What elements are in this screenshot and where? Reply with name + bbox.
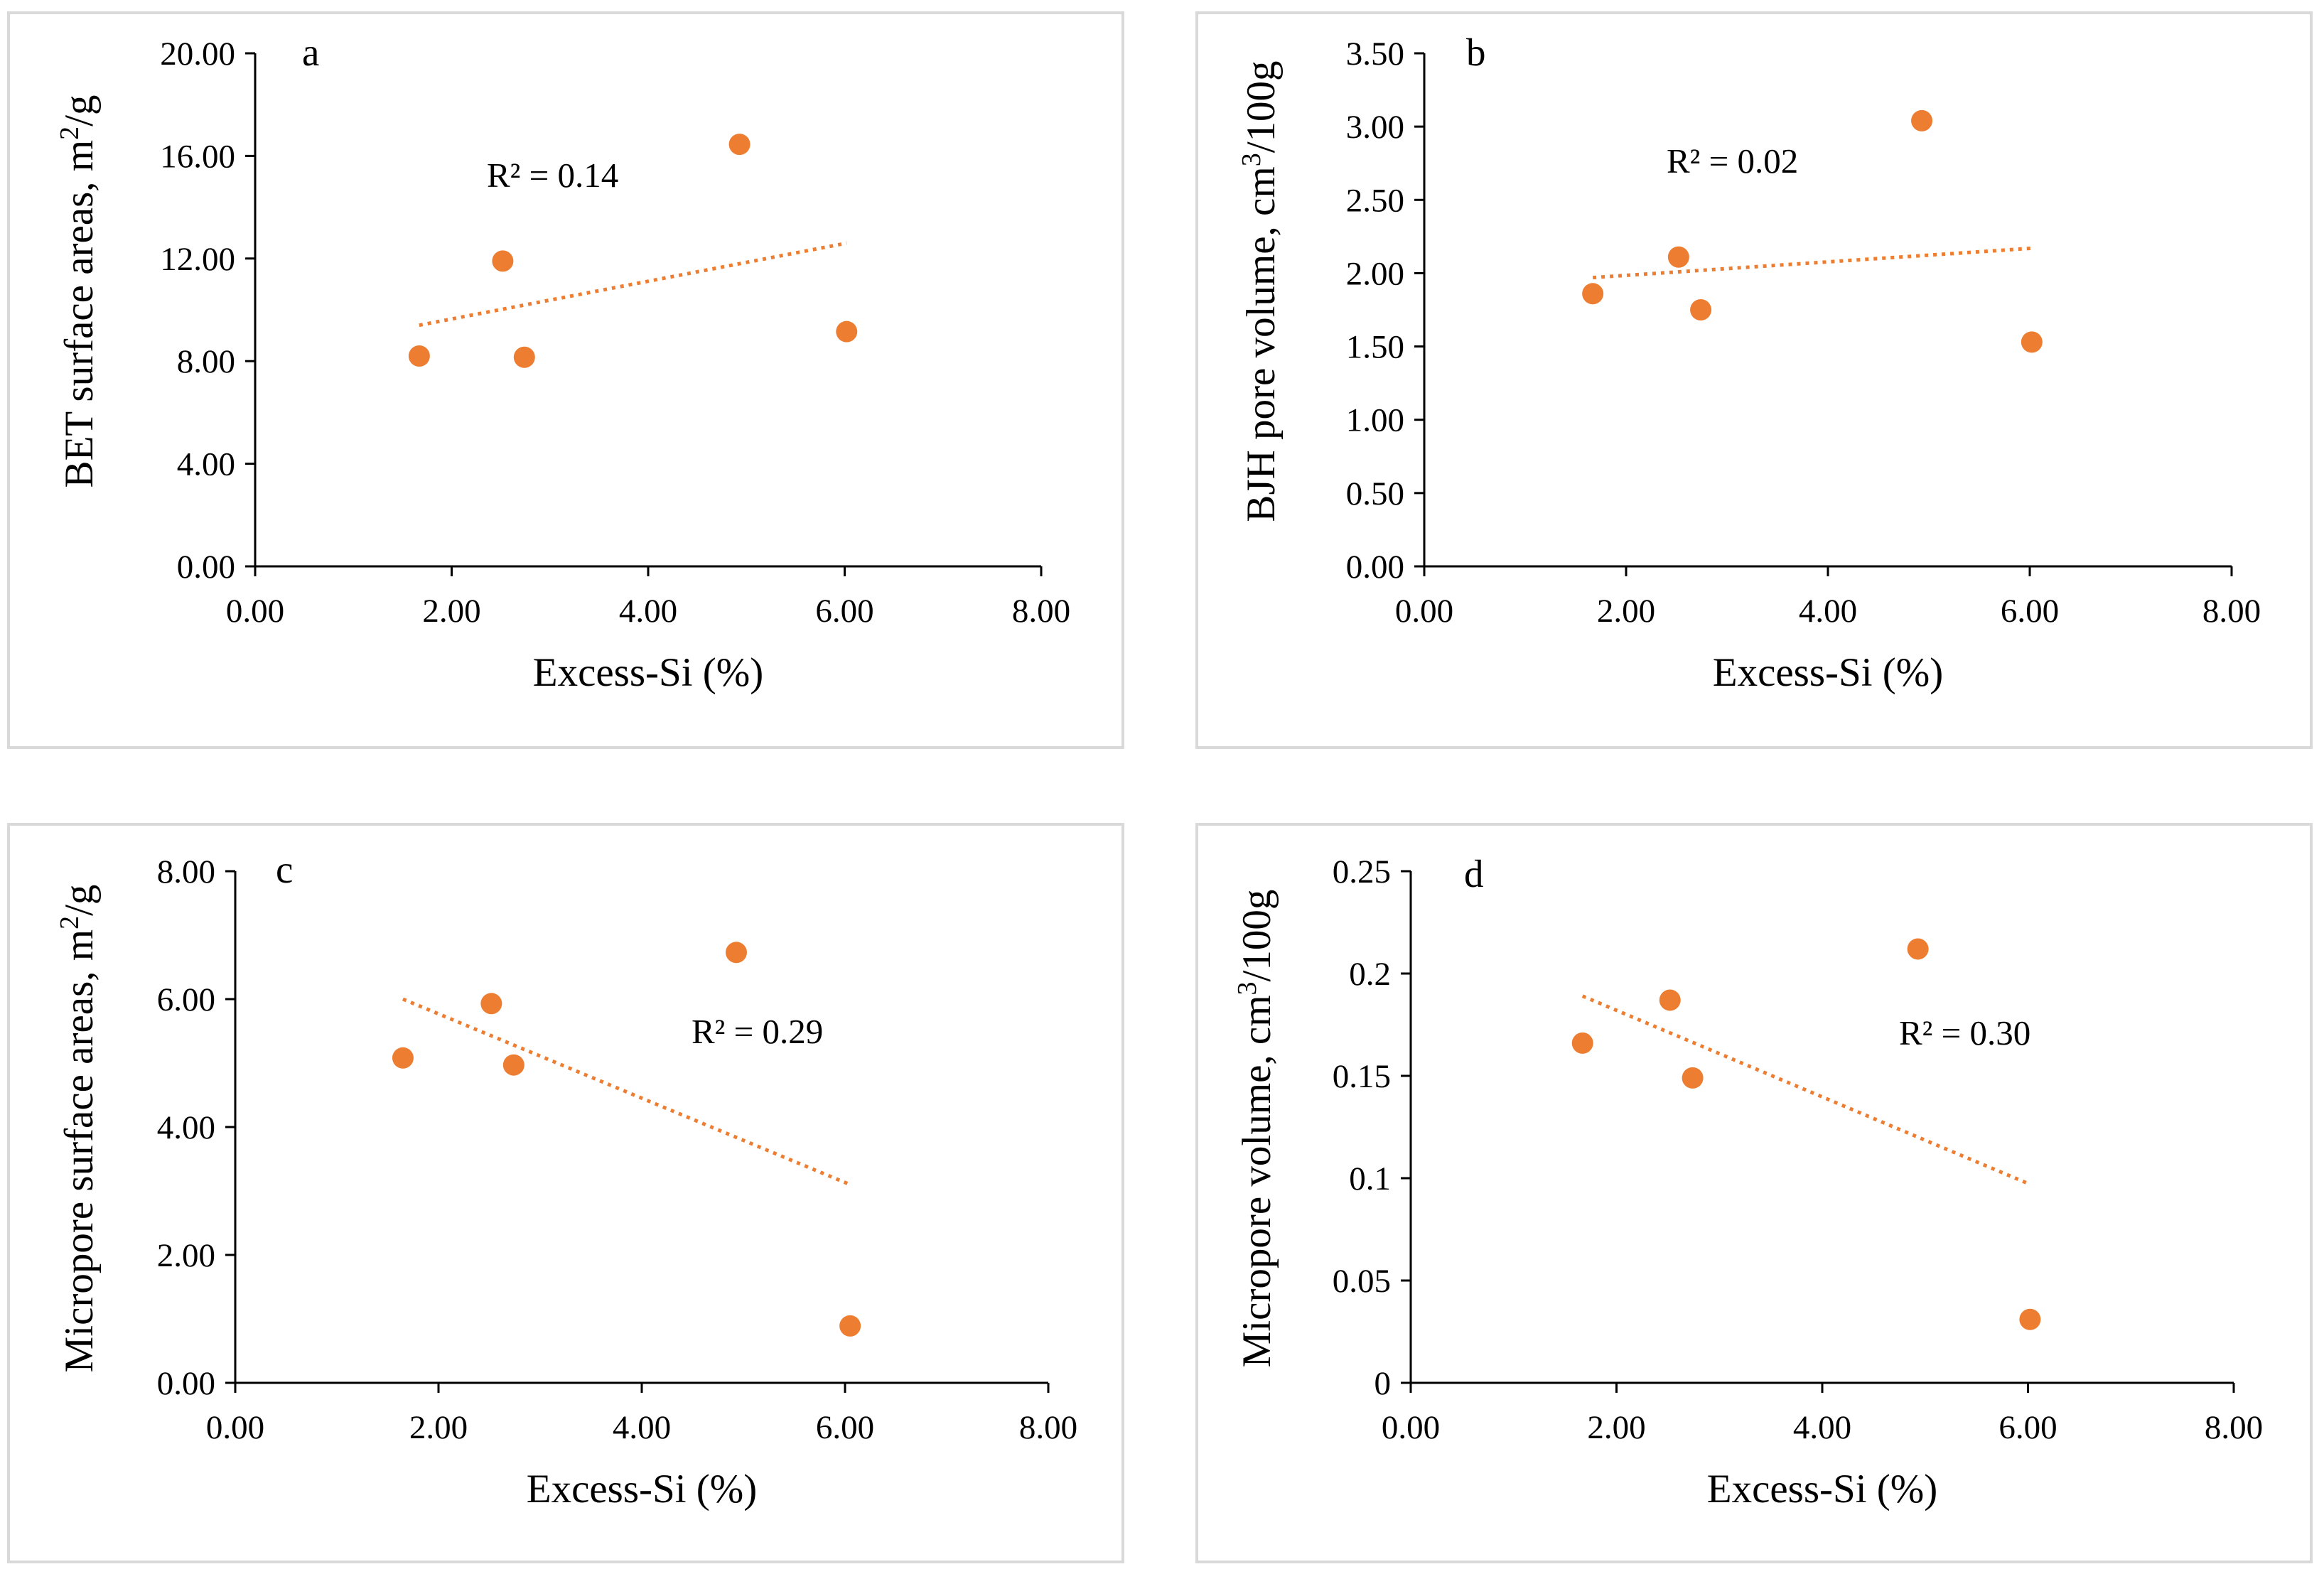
x-tick-label: 4.00 [619, 593, 677, 630]
y-tick-label: 0.15 [1333, 1058, 1391, 1095]
x-tick-label: 8.00 [1012, 593, 1070, 630]
x-tick-label: 2.00 [1587, 1409, 1645, 1446]
y-tick-label: 12.00 [160, 241, 235, 278]
x-tick-label: 8.00 [2202, 593, 2261, 630]
y-axis-title: Micropore volume, cm3/100g [1232, 890, 1279, 1368]
panel-letter: b [1466, 31, 1486, 74]
x-tick-label: 2.00 [1597, 593, 1655, 630]
data-point [408, 345, 430, 367]
data-point [480, 993, 502, 1015]
data-point [1571, 1032, 1593, 1054]
x-axis-title: Excess-Si (%) [533, 650, 764, 695]
data-point [725, 942, 747, 964]
r-squared-label: R² = 0.29 [692, 1012, 823, 1051]
y-tick-label: 4.00 [177, 446, 235, 483]
data-point [2021, 331, 2043, 353]
x-tick-label: 6.00 [815, 593, 873, 630]
y-tick-label: 0 [1375, 1365, 1392, 1402]
chart-panel-b: 0.00 0.50 1.00 1.50 2.00 2.50 3.00 3.50 0.00 2.00… [1195, 11, 2313, 749]
panel-frame [7, 823, 1124, 1563]
data-point [392, 1047, 414, 1069]
data-point [839, 1315, 861, 1337]
y-tick-label: 3.00 [1346, 109, 1404, 146]
chart-panel-c: 0.00 2.00 4.00 6.00 8.00 0.00 2.00 4.00 6.00 8.00… [7, 823, 1124, 1563]
panel-letter: d [1464, 852, 1484, 895]
data-point [1907, 938, 1929, 960]
r-squared-label: R² = 0.02 [1667, 141, 1798, 180]
y-tick-label: 0.00 [1346, 549, 1404, 586]
data-point [1690, 299, 1712, 320]
y-tick-label: 2.00 [1346, 255, 1404, 292]
x-tick-label: 4.00 [1799, 593, 1857, 630]
y-tick-label: 2.50 [1346, 182, 1404, 219]
data-point [492, 250, 514, 272]
y-tick-label: 2.00 [157, 1237, 215, 1274]
panel-letter: c [276, 848, 293, 891]
data-point [502, 1054, 524, 1076]
x-tick-label: 2.00 [422, 593, 480, 630]
y-axis-title: BJH pore volume, cm3/100g [1237, 60, 1284, 522]
x-tick-label: 6.00 [816, 1409, 874, 1446]
x-tick-label: 0.00 [226, 593, 284, 630]
chart-panel-d: 0 0.05 0.1 0.15 0.2 0.25 0.00 2.00 4.00 6.00 8.00 d… [1195, 823, 2313, 1563]
y-axis-title: Micropore surface areas, m2/g [55, 885, 102, 1373]
panel-frame [1195, 11, 2313, 749]
panel-letter: a [302, 31, 319, 74]
x-tick-label: 8.00 [1019, 1409, 1077, 1446]
y-tick-label: 16.00 [160, 138, 235, 175]
data-point [1659, 989, 1681, 1011]
linear-trendline [402, 997, 851, 1187]
panel-frame [7, 11, 1124, 749]
y-tick-label: 6.00 [157, 981, 215, 1018]
data-point [513, 346, 535, 368]
data-point [1582, 283, 1604, 305]
panel-frame [1195, 823, 2313, 1563]
y-axis-title: BET surface areas, m2/g [55, 95, 102, 488]
r-squared-label: R² = 0.30 [1899, 1013, 2030, 1052]
x-tick-label: 6.00 [1998, 1409, 2057, 1446]
y-tick-label: 8.00 [157, 853, 215, 890]
y-tick-label: 0.25 [1333, 853, 1391, 890]
y-tick-label: 3.50 [1346, 36, 1404, 72]
x-axis-title: Excess-Si (%) [1707, 1467, 1938, 1511]
data-point [1682, 1067, 1704, 1089]
y-tick-label: 1.00 [1346, 402, 1404, 439]
y-tick-label: 0.2 [1349, 956, 1391, 993]
x-tick-label: 6.00 [2001, 593, 2059, 630]
y-tick-label: 0.50 [1346, 475, 1404, 512]
y-tick-label: 0.05 [1333, 1263, 1391, 1300]
r-squared-label: R² = 0.14 [487, 156, 618, 195]
chart-panel-a: 0.00 4.00 8.00 12.00 16.00 20.00 0.00 2.00 4.00 6… [7, 11, 1124, 749]
x-tick-label: 4.00 [1793, 1409, 1851, 1446]
x-tick-label: 4.00 [613, 1409, 671, 1446]
x-axis-title: Excess-Si (%) [527, 1467, 758, 1511]
x-tick-label: 0.00 [1395, 593, 1453, 630]
y-tick-label: 8.00 [177, 343, 235, 380]
y-tick-label: 1.50 [1346, 329, 1404, 366]
x-axis-title: Excess-Si (%) [1713, 650, 1944, 695]
data-point [728, 134, 751, 156]
y-tick-label: 0.00 [177, 549, 235, 586]
y-tick-label: 4.00 [157, 1109, 215, 1146]
data-point [2019, 1308, 2041, 1330]
data-point [1667, 246, 1689, 268]
data-point [1911, 109, 1933, 131]
x-tick-label: 8.00 [2205, 1409, 2263, 1446]
y-tick-label: 20.00 [160, 36, 235, 72]
x-tick-label: 0.00 [1382, 1409, 1440, 1446]
data-point [836, 320, 858, 343]
y-tick-label: 0.1 [1349, 1160, 1391, 1197]
y-tick-label: 0.00 [157, 1365, 215, 1402]
x-tick-label: 0.00 [206, 1409, 264, 1446]
x-tick-label: 2.00 [409, 1409, 468, 1446]
